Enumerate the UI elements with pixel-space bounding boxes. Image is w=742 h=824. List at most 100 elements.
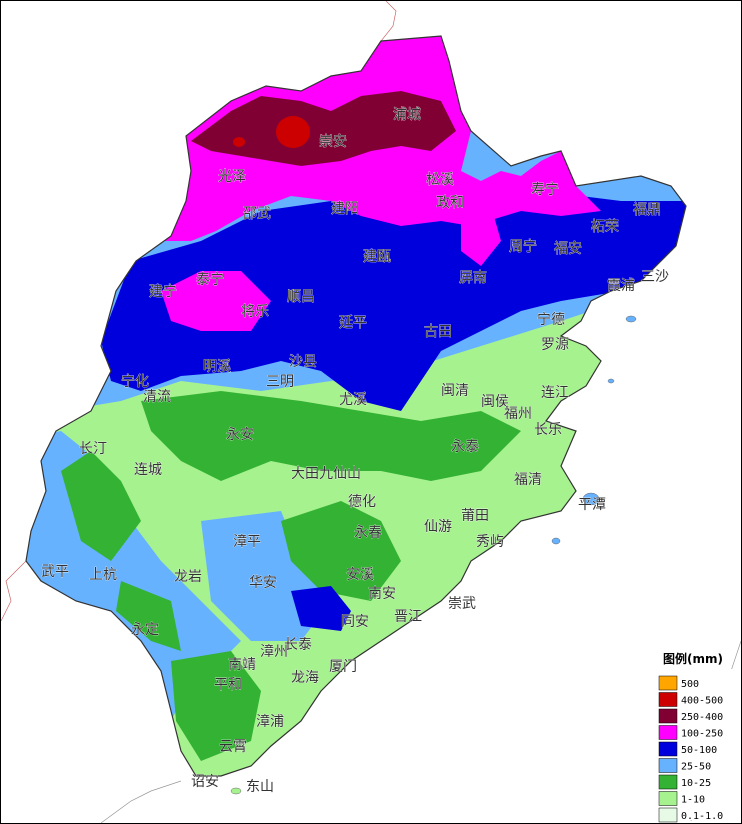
city-label-dongshan: 东山 xyxy=(246,779,274,795)
city-label-jiuxianshan: 九仙山 xyxy=(319,466,361,482)
city-label-mingxi: 明溪 xyxy=(203,359,231,375)
legend-label-1: 400-500 xyxy=(681,696,723,707)
city-label-zhaoan: 诏安 xyxy=(191,774,219,790)
city-label-shaowu: 邵武 xyxy=(243,206,271,222)
city-label-liancheng: 连城 xyxy=(134,462,162,478)
city-label-wuping: 武平 xyxy=(41,564,69,580)
city-label-taining: 泰宁 xyxy=(196,271,224,288)
city-label-jianyang: 建阳 xyxy=(331,201,359,217)
city-label-datian: 大田 xyxy=(291,466,319,482)
band-10-25-a xyxy=(61,451,141,561)
city-label-shaxian: 沙县 xyxy=(289,354,317,370)
band-10-25-b xyxy=(141,391,521,481)
city-label-changting: 长汀 xyxy=(79,441,107,457)
city-label-shouning: 寿宁 xyxy=(531,181,559,198)
city-label-sanming: 三明 xyxy=(266,374,294,390)
city-label-shanghang: 上杭 xyxy=(89,567,117,583)
city-label-anxi: 安溪 xyxy=(346,567,374,583)
city-label-xiuyu: 秀屿 xyxy=(476,534,504,550)
legend-swatch-1 xyxy=(658,692,678,707)
islands xyxy=(230,315,637,795)
band-10-25-c xyxy=(281,501,401,601)
city-label-yongan: 永安 xyxy=(226,427,254,443)
band-250-400 xyxy=(191,91,456,166)
legend-swatch-2 xyxy=(658,708,678,724)
city-label-longhai: 龙海 xyxy=(291,670,319,686)
city-label-yongtai: 永泰 xyxy=(451,439,479,455)
city-label-jianning: 建宁 xyxy=(149,283,177,300)
legend-title: 图例(mm) xyxy=(663,651,723,666)
city-label-gutian: 古田 xyxy=(424,324,452,340)
city-label-zhangzhou: 漳州 xyxy=(260,643,288,660)
legend-label-2: 250-400 xyxy=(681,712,723,723)
city-label-jinjiang: 晋江 xyxy=(394,609,422,625)
city-label-chongwu: 崇武 xyxy=(448,596,476,612)
city-label-ningde: 宁德 xyxy=(537,311,565,328)
legend-swatch-5 xyxy=(658,758,678,773)
city-label-jiangle: 将乐 xyxy=(241,304,269,320)
city-label-pingnan: 屏南 xyxy=(459,270,487,286)
city-label-pucheng: 浦城 xyxy=(393,107,421,123)
city-label-songxi: 松溪 xyxy=(426,172,454,188)
city-label-longyan: 龙岩 xyxy=(174,569,202,585)
legend: 图例(mm) 500 400-500 250-400 100-250 50-100 25-… xyxy=(655,651,739,823)
city-label-guangze: 光泽 xyxy=(218,169,246,185)
legend-label-6: 10-25 xyxy=(681,778,711,789)
city-label-changtai: 长泰 xyxy=(284,637,312,653)
legend-swatch-0 xyxy=(658,675,678,691)
city-label-shunchang: 顺昌 xyxy=(287,289,315,305)
city-label-fuzhou: 福州 xyxy=(504,406,532,422)
city-label-lianjiang: 连江 xyxy=(541,385,569,401)
city-label-zhouning: 周宁 xyxy=(509,238,537,255)
city-label-yongding: 永定 xyxy=(131,622,159,638)
band-400-500-small xyxy=(233,137,245,147)
band-10-25-e xyxy=(116,581,181,651)
band-400-500 xyxy=(276,116,310,148)
city-label-pingtan: 平潭 xyxy=(578,496,606,513)
band-50-100-south xyxy=(291,586,351,631)
legend-label-7: 1-10 xyxy=(681,795,705,806)
city-label-minhou: 闽侯 xyxy=(481,394,509,410)
city-label-luoyuan: 罗源 xyxy=(541,337,569,353)
city-label-fuding: 福鼎 xyxy=(633,202,661,218)
city-label-fuqing: 福清 xyxy=(514,472,542,488)
city-label-zhenghe: 政和 xyxy=(436,195,464,211)
city-label-youxi: 尤溪 xyxy=(339,392,367,408)
legend-swatch-3 xyxy=(658,725,678,740)
city-label-xianyou: 仙游 xyxy=(424,519,452,535)
city-label-changle: 长乐 xyxy=(534,422,562,438)
city-label-zhangping: 漳平 xyxy=(233,533,261,550)
city-label-putian: 莆田 xyxy=(461,508,489,524)
legend-label-3: 100-250 xyxy=(681,729,723,740)
city-label-yongchun: 永春 xyxy=(354,525,382,541)
legend-label-4: 50-100 xyxy=(681,745,717,756)
band-100-250-west xyxy=(161,271,271,331)
city-label-dehua: 德化 xyxy=(348,494,376,510)
city-label-huaan: 华安 xyxy=(249,575,277,591)
border-north xyxy=(380,1,397,42)
legend-label-0: 500 xyxy=(681,679,699,690)
city-label-ninghua: 宁化 xyxy=(121,373,149,390)
city-label-pinghe: 平和 xyxy=(214,677,242,693)
legend-swatch-8 xyxy=(658,807,678,823)
city-label-qingliu: 清流 xyxy=(143,389,171,405)
city-label-zhangpu: 漳浦 xyxy=(256,713,284,730)
border-south xyxy=(100,780,182,823)
city-label-nanan: 南安 xyxy=(368,586,396,602)
city-label-sansha: 三沙 xyxy=(641,269,669,285)
legend-swatch-4 xyxy=(658,741,678,757)
city-label-chongan: 崇安 xyxy=(319,134,347,150)
legend-label-5: 25-50 xyxy=(681,762,711,773)
legend-swatch-6 xyxy=(658,774,678,790)
city-label-xiapu: 霞浦 xyxy=(607,278,635,294)
city-label-fuan: 福安 xyxy=(554,241,582,257)
city-label-tongan: 同安 xyxy=(341,614,369,630)
legend-label-8: 0.1-1.0 xyxy=(681,811,723,822)
city-label-jianou: 建瓯 xyxy=(363,249,391,265)
city-label-nanjing: 南靖 xyxy=(228,657,256,673)
city-label-minqing: 闽清 xyxy=(441,383,469,399)
city-label-yunxiao: 云霄 xyxy=(219,739,247,755)
